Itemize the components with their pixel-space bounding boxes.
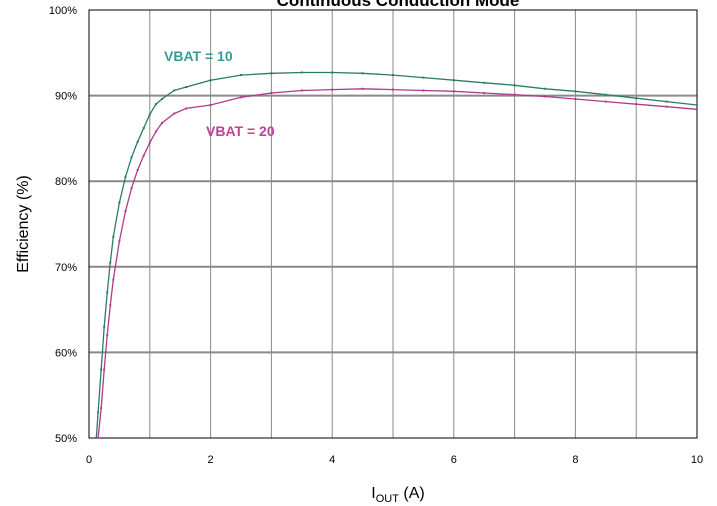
data-point: [185, 107, 188, 110]
data-point: [422, 89, 425, 92]
data-point: [185, 86, 188, 89]
series-label-vbat-20: VBAT = 20: [206, 123, 275, 139]
data-point: [160, 98, 163, 101]
data-point: [142, 154, 145, 157]
data-point: [106, 291, 109, 294]
y-tick-label: 100%: [49, 5, 77, 17]
data-point: [136, 140, 139, 143]
data-point: [160, 121, 163, 124]
data-point: [392, 74, 394, 77]
data-point: [112, 235, 115, 238]
data-point: [635, 97, 638, 100]
data-point: [331, 71, 334, 74]
data-point: [130, 156, 133, 159]
x-tick-label: 10: [691, 454, 703, 466]
data-point: [574, 90, 577, 93]
data-point: [136, 169, 139, 172]
y-tick-label: 60%: [55, 347, 77, 359]
data-point: [173, 112, 176, 115]
data-point: [240, 96, 242, 99]
data-point: [173, 89, 176, 92]
data-point: [604, 93, 607, 96]
data-point: [331, 88, 334, 91]
x-tick-label: 8: [572, 454, 578, 466]
data-point: [300, 71, 303, 74]
data-point: [154, 130, 157, 133]
data-point: [513, 84, 516, 87]
data-point: [300, 89, 303, 92]
grid-lines: [89, 10, 697, 438]
data-point: [240, 74, 242, 77]
data-point: [544, 95, 546, 98]
x-tick-label: 0: [86, 454, 92, 466]
data-point: [361, 87, 364, 90]
series-layer: [95, 71, 697, 438]
data-point: [124, 210, 127, 213]
data-point: [112, 278, 115, 281]
series-group: [95, 71, 697, 438]
data-point: [118, 201, 121, 204]
data-point: [100, 368, 103, 371]
x-tick-label: 6: [451, 454, 457, 466]
data-point: [604, 100, 607, 103]
data-point: [142, 127, 145, 130]
data-point: [392, 88, 394, 91]
data-point: [452, 90, 455, 93]
x-axis-title: IOUT (A): [371, 485, 424, 505]
data-point: [100, 407, 103, 410]
y-tick-label: 50%: [55, 433, 77, 445]
data-point: [665, 105, 668, 108]
data-point: [130, 187, 133, 190]
plot-frame: [88, 9, 698, 439]
x-axis-title-unit: (A): [399, 485, 425, 502]
y-tick-label: 70%: [55, 262, 77, 274]
x-axis-title-main: I: [371, 485, 375, 502]
data-point: [109, 261, 112, 264]
data-point: [696, 108, 697, 111]
data-point: [696, 104, 697, 107]
data-point: [513, 93, 516, 96]
y-axis-title: Efficiency (%): [15, 175, 32, 273]
series-line: [95, 71, 697, 438]
data-point: [124, 175, 127, 178]
data-point: [209, 104, 212, 107]
x-tick-label: 2: [208, 454, 214, 466]
data-point: [148, 113, 151, 116]
y-tick-label: 90%: [55, 91, 77, 103]
data-point: [452, 79, 455, 82]
data-point: [154, 103, 157, 106]
data-point: [665, 100, 668, 103]
data-point: [483, 92, 486, 95]
data-point: [103, 325, 106, 328]
data-point: [97, 437, 100, 438]
data-point: [361, 72, 364, 75]
chart-title: Continuous Conduction Mode: [277, 0, 520, 10]
series-label-vbat-10: VBAT = 10: [164, 48, 233, 64]
data-point: [422, 76, 425, 79]
x-tick-label: 4: [329, 454, 335, 466]
data-point: [635, 103, 638, 106]
x-axis-title-subscript: OUT: [376, 493, 400, 505]
data-point: [106, 334, 109, 337]
series-group: [97, 87, 697, 438]
data-point: [270, 92, 273, 95]
tick-labels: 0 2 4 6 8 10 50% 60% 70% 80% 90% 100%: [49, 5, 703, 466]
y-tick-label: 80%: [55, 176, 77, 188]
data-point: [148, 141, 151, 144]
data-point: [118, 240, 121, 243]
data-point: [103, 368, 106, 371]
data-point: [574, 98, 577, 101]
data-point: [483, 81, 486, 84]
data-point: [209, 79, 212, 82]
data-point: [270, 72, 273, 75]
data-point: [95, 437, 98, 438]
data-point: [97, 411, 100, 414]
data-point: [109, 304, 112, 307]
data-point: [544, 87, 546, 90]
